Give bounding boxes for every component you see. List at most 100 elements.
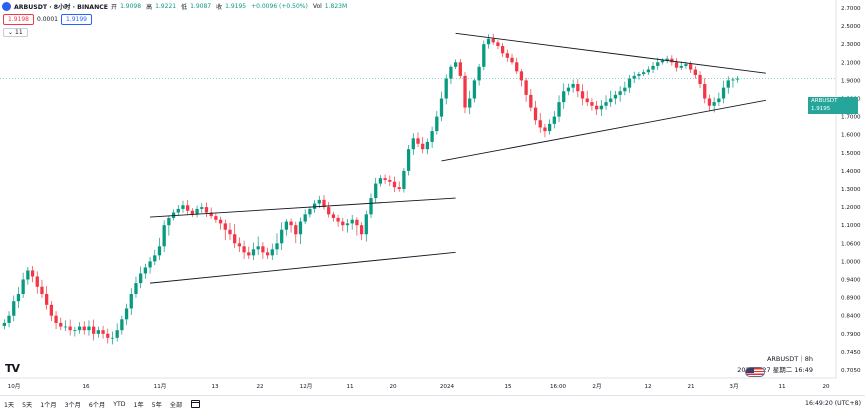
candle — [256, 236, 260, 255]
candle — [472, 78, 477, 103]
candle — [416, 132, 420, 148]
candle — [327, 201, 331, 218]
candle — [176, 205, 180, 216]
time-tick-label: 22 — [256, 384, 263, 390]
candle — [533, 100, 538, 125]
range-6m-button[interactable]: 6个月 — [88, 401, 106, 409]
candle — [721, 80, 726, 104]
range-1y-button[interactable]: 1年 — [133, 401, 144, 409]
candle — [303, 209, 307, 225]
candle — [717, 92, 721, 106]
trendline-triangle-upper[interactable] — [455, 32, 766, 74]
order-buttons: 1.9198 0.0001 1.9199 — [3, 14, 92, 25]
time-tick-label: 11 — [346, 384, 354, 390]
volume-value: 1.823M — [324, 3, 348, 10]
indicators-toggle[interactable]: ⌄ 11 — [3, 28, 28, 37]
candle — [237, 237, 242, 253]
candle — [594, 100, 599, 116]
trendline-triangle-lower[interactable] — [441, 99, 766, 162]
candle — [500, 42, 505, 57]
candle — [538, 112, 542, 133]
candle — [604, 95, 608, 110]
buy-button[interactable]: 1.9199 — [61, 14, 92, 25]
candle — [369, 193, 373, 219]
candle — [167, 215, 171, 236]
candle — [134, 276, 138, 298]
price-tick-label: 0.8400 — [841, 314, 861, 320]
time-tick-label: 21 — [687, 384, 695, 390]
candle — [359, 222, 364, 241]
candle — [82, 321, 86, 335]
range-ytd-button[interactable]: YTD — [113, 400, 126, 408]
candle — [439, 91, 444, 122]
volume-label: Vol — [312, 3, 322, 10]
candle — [707, 94, 712, 112]
candle — [529, 88, 533, 112]
candle — [355, 217, 359, 236]
candle — [491, 33, 495, 45]
chart-watermark: ARBUSDT｜8h 2024/2/27 星期二 16:49 — [737, 354, 813, 376]
candle — [87, 320, 91, 336]
symbol-title[interactable]: ARBUSDT · 8小时 · BINANCE — [14, 4, 109, 11]
price-axis[interactable]: 2.70002.50002.30002.10001.90001.80001.70… — [841, 6, 861, 374]
price-chart[interactable]: 2.70002.50002.30002.10001.90001.80001.70… — [0, 0, 865, 395]
candle — [698, 71, 702, 89]
candle — [7, 311, 11, 328]
last-price-symbol: ARBUSDT — [811, 98, 838, 104]
range-1m-button[interactable]: 1个月 — [40, 401, 57, 409]
candle — [482, 40, 486, 71]
candle — [613, 90, 618, 105]
candle — [425, 138, 430, 155]
candle — [623, 81, 627, 96]
time-tick-label: 13 — [211, 384, 219, 390]
candle — [364, 210, 368, 242]
calendar-icon[interactable] — [191, 400, 201, 408]
price-tick-label: 0.7900 — [841, 332, 861, 338]
candle — [510, 53, 514, 65]
candle — [157, 237, 162, 260]
candle — [204, 202, 209, 217]
price-tick-label: 1.7000 — [841, 115, 861, 121]
candle — [435, 111, 439, 135]
candle — [153, 249, 157, 266]
indicators-count: 11 — [15, 29, 23, 36]
range-1d-button[interactable]: 1天 — [4, 401, 15, 409]
utc-clock[interactable]: 16:49:20 (UTC+8) — [805, 400, 861, 407]
candle — [251, 242, 256, 260]
trendline-channel-upper[interactable] — [150, 197, 456, 218]
candle — [181, 200, 185, 213]
candle — [242, 240, 246, 259]
time-tick-label: 3月 — [729, 383, 738, 390]
range-5y-button[interactable]: 5年 — [151, 401, 162, 409]
candle — [463, 72, 467, 114]
candle — [641, 69, 646, 77]
price-tick-label: 1.9000 — [841, 78, 861, 84]
range-all-button[interactable]: 全部 — [169, 401, 183, 409]
candle — [477, 64, 481, 86]
candle — [453, 59, 458, 70]
candle — [101, 325, 105, 339]
spread-value: 0.0001 — [37, 16, 58, 23]
range-3m-button[interactable]: 3个月 — [64, 401, 81, 409]
price-tick-label: 1.6000 — [841, 133, 861, 139]
change-value: +0.0096 (+0.50%) — [251, 3, 308, 10]
sell-button[interactable]: 1.9198 — [3, 14, 34, 25]
trendlines-layer[interactable] — [150, 32, 766, 284]
price-tick-label: 1.0000 — [841, 259, 861, 265]
candle — [571, 79, 575, 93]
candle — [557, 95, 561, 123]
range-5d-button[interactable]: 5天 — [22, 401, 33, 409]
time-tick-label: 15 — [504, 384, 512, 390]
candle — [195, 205, 199, 218]
candle — [566, 83, 571, 96]
candle — [421, 137, 425, 154]
tradingview-logo[interactable]: TV — [5, 362, 20, 375]
candle — [486, 34, 491, 49]
watermark-symbol: ARBUSDT｜8h — [766, 355, 813, 363]
trendline-channel-lower[interactable] — [150, 251, 456, 284]
price-tick-label: 0.7050 — [841, 368, 861, 374]
close-label: 收 — [216, 4, 223, 11]
time-axis[interactable]: 10月 16 11月 13 22 12月 11 20 2024 15 16:00 2月 12 21 3月 11… — [8, 383, 830, 390]
time-tick-label: 16:00 — [550, 384, 567, 390]
